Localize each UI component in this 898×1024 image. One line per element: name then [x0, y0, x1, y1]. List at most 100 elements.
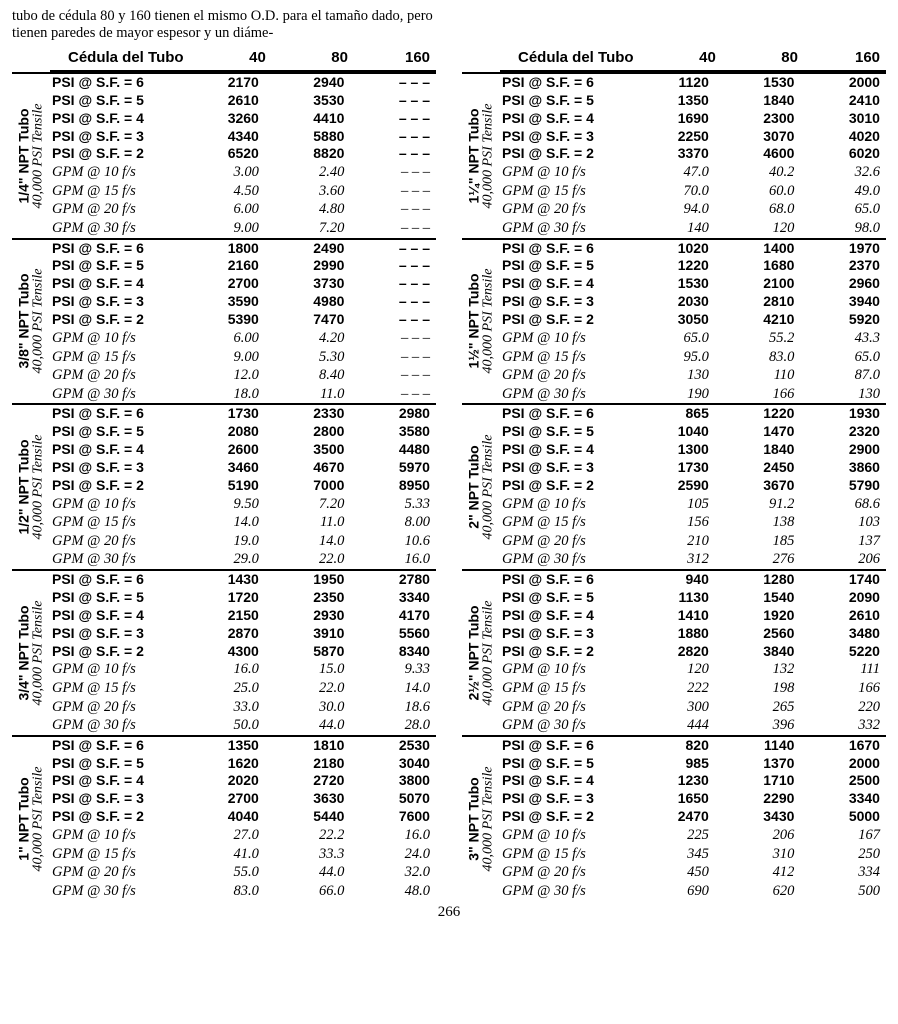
- row-label: GPM @ 20 f/s: [500, 532, 629, 551]
- table-row: PSI @ S.F. = 265208820– – –: [50, 145, 436, 163]
- cell: 11.0: [265, 513, 351, 532]
- cell: 15.0: [265, 660, 351, 679]
- header-col: 40: [190, 49, 272, 66]
- cell: 222: [629, 679, 715, 698]
- table-row: GPM @ 15 f/s70.060.049.0: [500, 182, 886, 201]
- table-row: GPM @ 15 f/s4.503.60– – –: [50, 182, 436, 201]
- cell: 3430: [715, 808, 801, 826]
- cell: 24.0: [350, 845, 436, 864]
- cell: 2930: [265, 607, 351, 625]
- tube-size-label: 1½" NPT Tubo40,000 PSI Tensile: [466, 269, 495, 374]
- cell: 3070: [715, 128, 801, 146]
- cell: 5920: [800, 311, 886, 329]
- cell: 48.0: [350, 882, 436, 901]
- row-label: PSI @ S.F. = 3: [500, 459, 629, 477]
- tube-section: 1½" NPT Tubo40,000 PSI Tensile PSI @ S.F.…: [462, 238, 886, 404]
- cell: 6520: [179, 145, 265, 163]
- cell: 2820: [629, 643, 715, 661]
- table-row: GPM @ 30 f/s444396332: [500, 716, 886, 735]
- row-label: PSI @ S.F. = 2: [500, 643, 629, 661]
- cell: 1880: [629, 625, 715, 643]
- cell: 1530: [715, 74, 801, 92]
- cell: 16.0: [350, 550, 436, 569]
- table-row: PSI @ S.F. = 5172023503340: [50, 589, 436, 607]
- table-row: GPM @ 10 f/s10591.268.6: [500, 495, 886, 514]
- table-row: PSI @ S.F. = 2519070008950: [50, 477, 436, 495]
- cell: 185: [715, 532, 801, 551]
- tensile-label: 40,000 PSI Tensile: [481, 435, 496, 540]
- section-rows: PSI @ S.F. = 6112015302000PSI @ S.F. = 5…: [500, 74, 886, 238]
- tensile-label: 40,000 PSI Tensile: [481, 103, 496, 208]
- cell: 8950: [350, 477, 436, 495]
- table-row: GPM @ 15 f/s9.005.30– – –: [50, 348, 436, 367]
- table-row: PSI @ S.F. = 3203028103940: [500, 293, 886, 311]
- tensile-label: 40,000 PSI Tensile: [31, 766, 46, 871]
- table-row: GPM @ 20 f/s300265220: [500, 698, 886, 717]
- row-label: PSI @ S.F. = 3: [500, 790, 629, 808]
- cell: 2560: [715, 625, 801, 643]
- cell: 265: [715, 698, 801, 717]
- cell: 276: [715, 550, 801, 569]
- cell: 8.40: [265, 366, 351, 385]
- table-row: GPM @ 15 f/s41.033.324.0: [50, 845, 436, 864]
- cell: 5190: [179, 477, 265, 495]
- cell: 32.6: [800, 163, 886, 182]
- table-row: GPM @ 10 f/s225206167: [500, 826, 886, 845]
- row-label: PSI @ S.F. = 3: [50, 459, 179, 477]
- cell: 7.20: [265, 495, 351, 514]
- cell: – – –: [350, 275, 436, 293]
- cell: 312: [629, 550, 715, 569]
- cell: 2700: [179, 275, 265, 293]
- cell: 120: [629, 660, 715, 679]
- cell: 2870: [179, 625, 265, 643]
- table-row: PSI @ S.F. = 3225030704020: [500, 128, 886, 146]
- tube-size-label: 2½" NPT Tubo40,000 PSI Tensile: [466, 600, 495, 705]
- cell: 5560: [350, 625, 436, 643]
- table-row: GPM @ 15 f/s14.011.08.00: [50, 513, 436, 532]
- row-label: GPM @ 20 f/s: [50, 200, 179, 219]
- cell: 1670: [800, 737, 886, 755]
- cell: – – –: [350, 257, 436, 275]
- cell: 138: [715, 513, 801, 532]
- table-row: GPM @ 30 f/s690620500: [500, 882, 886, 901]
- row-label: GPM @ 10 f/s: [50, 660, 179, 679]
- cell: – – –: [350, 92, 436, 110]
- cell: 43.3: [800, 329, 886, 348]
- cell: 4.50: [179, 182, 265, 201]
- row-label: PSI @ S.F. = 6: [50, 240, 179, 258]
- tensile-label: 40,000 PSI Tensile: [481, 600, 496, 705]
- cell: 3800: [350, 772, 436, 790]
- tube-section: 3/4" NPT Tubo40,000 PSI TensilePSI @ S.F…: [12, 569, 436, 735]
- cell: 7000: [265, 477, 351, 495]
- cell: 1430: [179, 571, 265, 589]
- cell: 1220: [629, 257, 715, 275]
- cell: 1220: [715, 405, 801, 423]
- cell: 4600: [715, 145, 801, 163]
- cell: 4.80: [265, 200, 351, 219]
- cell: 5.33: [350, 495, 436, 514]
- cell: 55.2: [715, 329, 801, 348]
- tube-size-label: 1¼" NPT Tubo40,000 PSI Tensile: [466, 103, 495, 208]
- tube-section: 1" NPT Tubo40,000 PSI TensilePSI @ S.F. …: [12, 735, 436, 901]
- row-label: PSI @ S.F. = 2: [500, 145, 629, 163]
- cell: 137: [800, 532, 886, 551]
- cell: 2450: [715, 459, 801, 477]
- table-row: PSI @ S.F. = 6143019502780: [50, 571, 436, 589]
- cell: 1810: [265, 737, 351, 755]
- tube-section: 1/2" NPT Tubo40,000 PSI TensilePSI @ S.F…: [12, 403, 436, 569]
- cell: 198: [715, 679, 801, 698]
- cell: 4.20: [265, 329, 351, 348]
- row-label: PSI @ S.F. = 5: [50, 755, 179, 773]
- cell: 3260: [179, 110, 265, 128]
- tensile-label: 40,000 PSI Tensile: [31, 269, 46, 374]
- side-label: 2" NPT Tubo40,000 PSI Tensile: [462, 405, 500, 569]
- row-label: PSI @ S.F. = 5: [50, 92, 179, 110]
- table-row: PSI @ S.F. = 2404054407600: [50, 808, 436, 826]
- table-row: GPM @ 10 f/s27.022.216.0: [50, 826, 436, 845]
- cell: 1710: [715, 772, 801, 790]
- tube-size-label: 2" NPT Tubo40,000 PSI Tensile: [466, 435, 495, 540]
- cell: 2500: [800, 772, 886, 790]
- header-title: Cédula del Tubo: [50, 49, 190, 66]
- cell: 2300: [715, 110, 801, 128]
- table-row: PSI @ S.F. = 5113015402090: [500, 589, 886, 607]
